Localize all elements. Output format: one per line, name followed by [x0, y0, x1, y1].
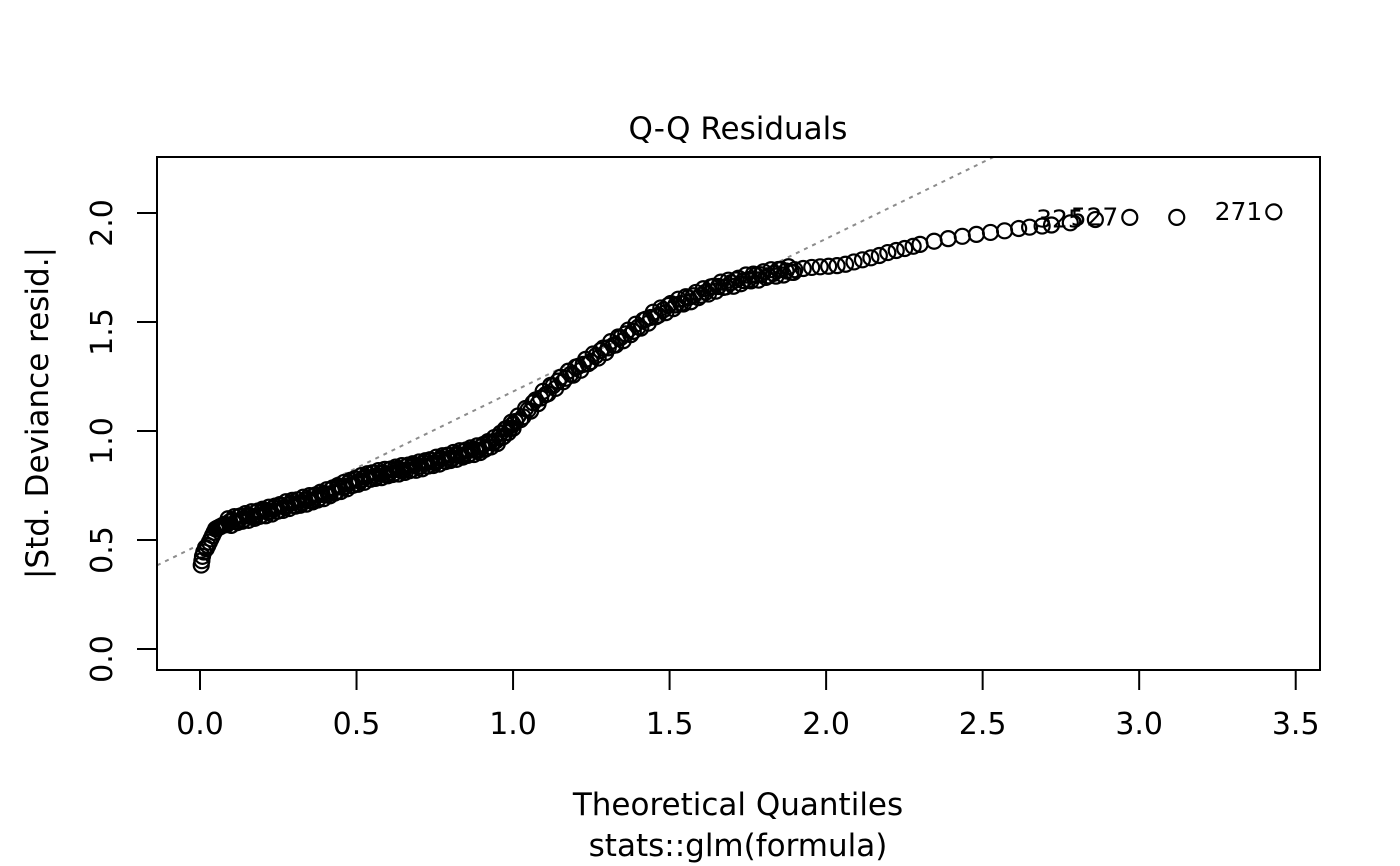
- outlier-point-label: 271: [1215, 197, 1263, 226]
- data-point: [925, 232, 943, 250]
- x-tick-label: 2.5: [959, 707, 1007, 742]
- data-point: [879, 243, 897, 262]
- chart-title: Q-Q Residuals: [629, 111, 848, 147]
- y-tick-label: 0.5: [85, 526, 120, 574]
- x-tick-label: 3.5: [1272, 707, 1320, 742]
- data-point: [953, 227, 971, 245]
- plot-box: [156, 156, 1321, 671]
- data-point: [981, 223, 1000, 242]
- data-point: [1265, 203, 1283, 221]
- x-axis-sublabel: stats::glm(formula): [589, 828, 888, 864]
- data-point: [995, 222, 1014, 240]
- data-point: [624, 322, 642, 340]
- data-point: [1033, 217, 1051, 235]
- x-tick-label: 0.0: [176, 707, 224, 742]
- data-point: [967, 225, 985, 243]
- y-tick-label: 0.0: [85, 635, 120, 683]
- data-point: [896, 239, 914, 258]
- x-axis: 0.0 0.5 1.0 1.5 2.0 2.5 3.0 3.5: [176, 670, 1320, 742]
- y-tick-label: 2.0: [85, 199, 120, 247]
- x-tick-label: 0.5: [333, 707, 381, 742]
- outlier-point-label: 527: [1071, 202, 1119, 231]
- data-point: [870, 246, 888, 265]
- data-point: [1021, 218, 1039, 236]
- data-point: [1061, 214, 1079, 232]
- data-point: [853, 251, 872, 269]
- x-tick-label: 1.5: [646, 707, 694, 742]
- data-point: [862, 249, 880, 267]
- data-point: [828, 257, 846, 275]
- data-point: [1010, 219, 1028, 238]
- x-tick-label: 3.0: [1115, 707, 1163, 742]
- y-tick-label: 1.0: [85, 417, 120, 465]
- data-point: [904, 237, 922, 255]
- x-tick-label: 2.0: [802, 707, 850, 742]
- data-point: [811, 258, 829, 276]
- y-axis: 0.0 0.5 1.0 1.5 2.0: [85, 199, 157, 683]
- x-axis-label: Theoretical Quantiles: [572, 787, 903, 823]
- data-point: [836, 255, 855, 273]
- y-tick-label: 1.5: [85, 308, 120, 356]
- data-point: [803, 258, 821, 277]
- data-point: [794, 259, 812, 278]
- y-axis-label: |Std. Deviance resid.|: [20, 247, 56, 579]
- data-point: [887, 241, 905, 260]
- data-point: [1168, 208, 1186, 226]
- data-points-layer: [192, 203, 1283, 574]
- data-point: [786, 261, 804, 279]
- outlier-point-label: 325: [1036, 205, 1084, 234]
- data-point: [1086, 210, 1104, 229]
- x-tick-label: 1.0: [489, 707, 537, 742]
- data-point: [1042, 216, 1061, 234]
- data-point: [820, 257, 838, 275]
- data-point: [649, 306, 667, 324]
- data-point: [939, 230, 957, 248]
- data-point: [845, 253, 863, 271]
- data-point: [1121, 208, 1139, 226]
- data-point: [557, 369, 575, 387]
